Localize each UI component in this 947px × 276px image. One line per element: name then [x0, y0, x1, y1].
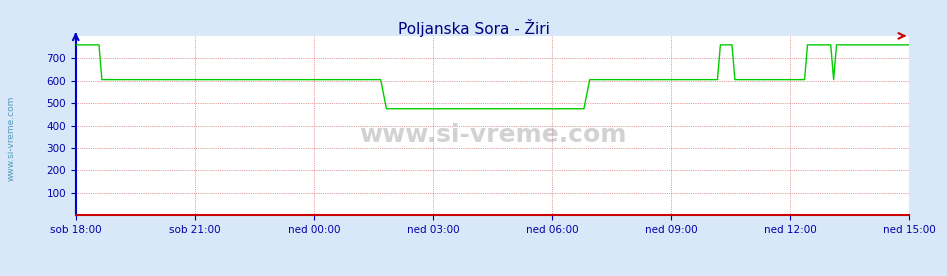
- Text: Poljanska Sora - Žiri: Poljanska Sora - Žiri: [398, 19, 549, 37]
- Text: www.si-vreme.com: www.si-vreme.com: [359, 123, 626, 147]
- Text: www.si-vreme.com: www.si-vreme.com: [7, 95, 16, 181]
